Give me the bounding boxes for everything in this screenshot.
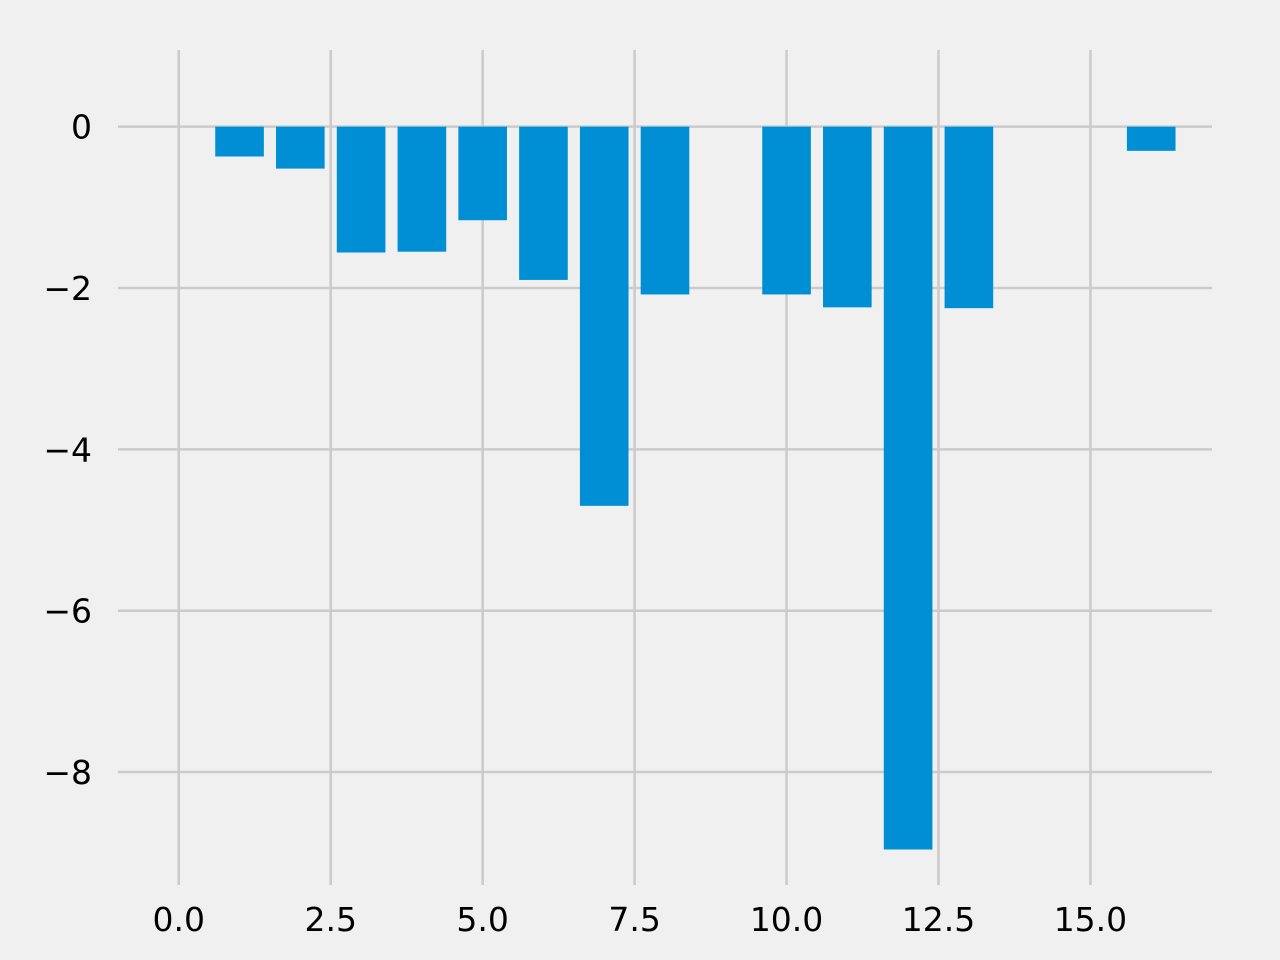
bar bbox=[276, 126, 325, 169]
x-tick-label: 15.0 bbox=[1054, 900, 1127, 939]
y-axis-tick-labels: 0 −2 −4 −6 −8 bbox=[43, 108, 92, 792]
x-tick-label: 5.0 bbox=[456, 900, 508, 939]
bar bbox=[640, 126, 690, 295]
bar bbox=[215, 126, 264, 157]
bar bbox=[336, 126, 386, 253]
bar-series bbox=[215, 126, 1176, 850]
x-tick-label: 10.0 bbox=[750, 900, 823, 939]
bar bbox=[944, 126, 994, 309]
x-tick-label: 12.5 bbox=[902, 900, 975, 939]
y-tick-label: −6 bbox=[43, 592, 92, 631]
y-tick-label: −8 bbox=[43, 753, 92, 792]
bar bbox=[519, 126, 568, 280]
bar bbox=[1126, 126, 1176, 151]
x-tick-label: 7.5 bbox=[608, 900, 660, 939]
bar bbox=[883, 126, 933, 850]
y-tick-label: −2 bbox=[43, 269, 92, 308]
bar bbox=[458, 126, 507, 221]
bar bbox=[579, 126, 629, 506]
bar bbox=[397, 126, 447, 252]
bar bbox=[823, 126, 872, 308]
x-axis-tick-labels: 0.0 2.5 5.0 7.5 10.0 12.5 15.0 bbox=[153, 900, 1128, 939]
x-tick-label: 0.0 bbox=[153, 900, 205, 939]
bar bbox=[762, 126, 811, 295]
y-tick-label: −4 bbox=[43, 430, 92, 469]
y-tick-label: 0 bbox=[71, 108, 92, 147]
x-tick-label: 2.5 bbox=[304, 900, 356, 939]
